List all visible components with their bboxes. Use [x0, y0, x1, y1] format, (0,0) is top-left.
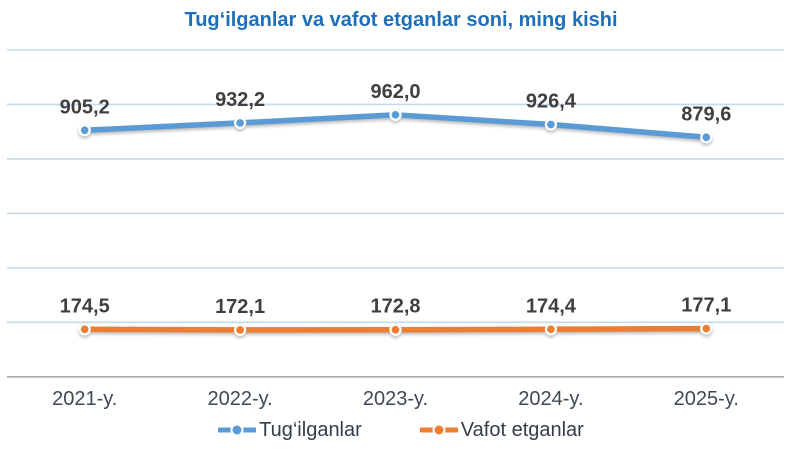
- data-label: 879,6: [681, 103, 731, 125]
- data-point-marker: [700, 322, 713, 335]
- legend-dot: [230, 423, 244, 437]
- series-line-births: [78, 108, 713, 144]
- data-label: 962,0: [370, 81, 420, 103]
- data-point-marker: [544, 323, 558, 336]
- data-point-marker: [544, 118, 558, 131]
- legend-dot: [432, 423, 446, 437]
- legend-item: Vafot etganlar: [419, 417, 584, 443]
- data-point-marker: [233, 116, 247, 130]
- data-point-marker: [389, 108, 402, 121]
- series-line-deaths: [78, 322, 713, 337]
- x-axis-label: 2022-y.: [207, 388, 272, 410]
- legend-marker-icon: [419, 423, 458, 437]
- data-label: 926,4: [526, 91, 577, 113]
- data-label: 177,1: [681, 295, 731, 317]
- legend-label: Tug‘ilganlar: [259, 419, 362, 441]
- data-point-marker: [700, 131, 713, 144]
- data-point-marker: [78, 124, 91, 137]
- data-point-marker: [233, 323, 247, 337]
- data-label: 172,8: [370, 296, 420, 318]
- chart-title: Tug‘ilganlar va vafot etganlar soni, min…: [184, 9, 618, 31]
- legend-marker-icon: [218, 423, 257, 437]
- data-label: 174,4: [526, 295, 577, 317]
- data-label: 174,5: [60, 295, 110, 317]
- data-point-marker: [389, 323, 402, 336]
- x-axis-label: 2021-y.: [52, 388, 117, 410]
- data-label: 905,2: [60, 96, 110, 118]
- x-axis-label: 2025-y.: [674, 388, 739, 410]
- legend: Tug‘ilganlar Vafot etganlar: [0, 417, 802, 443]
- x-axis-label: 2023-y.: [363, 388, 428, 410]
- data-label: 172,1: [215, 296, 265, 318]
- data-point-marker: [78, 323, 91, 336]
- data-label: 932,2: [215, 89, 265, 111]
- legend-item: Tug‘ilganlar: [218, 417, 362, 443]
- legend-label: Vafot etganlar: [460, 419, 584, 441]
- x-axis-label: 2024-y.: [518, 388, 583, 410]
